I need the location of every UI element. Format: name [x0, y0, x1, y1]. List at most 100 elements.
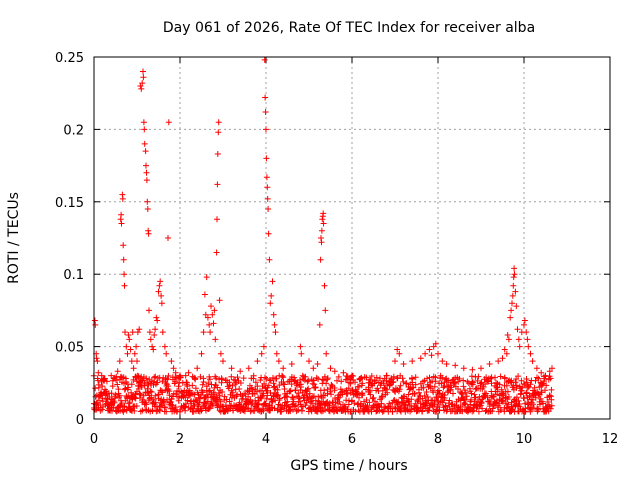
x-tick-label: 10 — [516, 432, 533, 447]
data-point — [468, 390, 475, 397]
data-point — [272, 329, 279, 336]
data-point — [266, 256, 273, 263]
data-point — [297, 398, 304, 405]
data-point — [130, 365, 137, 372]
data-point — [165, 119, 172, 126]
data-point — [441, 392, 448, 399]
y-tick-label: 0.15 — [55, 196, 84, 211]
data-point — [182, 400, 189, 407]
data-point — [505, 401, 512, 408]
data-point — [518, 377, 525, 384]
data-point — [295, 406, 302, 413]
data-point — [345, 385, 352, 392]
data-point — [133, 403, 140, 409]
data-point — [408, 396, 415, 403]
data-point — [167, 398, 174, 405]
data-point — [460, 377, 467, 384]
data-point — [194, 365, 201, 372]
data-point — [368, 381, 375, 388]
data-point — [146, 329, 153, 336]
data-point — [168, 401, 175, 408]
data-point — [118, 401, 125, 408]
data-point — [513, 394, 520, 401]
data-point — [468, 396, 475, 403]
data-point — [149, 343, 156, 350]
data-point — [399, 375, 406, 382]
data-point — [532, 394, 539, 401]
data-point — [209, 402, 216, 409]
data-point — [383, 372, 390, 379]
data-point — [138, 384, 145, 390]
data-point — [351, 400, 358, 407]
data-point — [260, 343, 267, 350]
data-point — [95, 381, 102, 388]
data-point — [494, 404, 501, 411]
data-point — [409, 384, 416, 391]
data-point — [123, 343, 130, 350]
data-point — [177, 372, 183, 379]
data-point — [184, 383, 191, 390]
data-point — [217, 398, 224, 405]
data-point — [184, 397, 191, 404]
data-point — [268, 404, 275, 411]
data-point — [475, 408, 482, 415]
data-point — [237, 368, 244, 375]
data-point — [423, 389, 430, 395]
data-point — [477, 380, 484, 387]
data-point — [414, 397, 421, 404]
data-point — [318, 408, 325, 415]
data-point — [138, 85, 145, 92]
data-point — [374, 385, 381, 392]
data-point — [270, 311, 277, 318]
data-point — [111, 399, 118, 406]
data-point — [513, 303, 520, 310]
data-point — [114, 368, 121, 375]
data-point — [199, 381, 206, 388]
data-point — [542, 387, 548, 394]
data-point — [212, 336, 219, 343]
data-point — [170, 365, 177, 372]
data-point — [151, 332, 158, 338]
data-point — [515, 373, 522, 380]
data-point — [164, 376, 171, 382]
x-axis-label: GPS time / hours — [290, 458, 407, 474]
data-point — [109, 383, 116, 390]
data-point — [328, 382, 335, 388]
data-point — [400, 361, 407, 367]
data-point — [264, 184, 271, 191]
data-point — [262, 374, 268, 381]
data-point — [189, 382, 196, 389]
data-point — [412, 374, 419, 381]
data-point — [503, 382, 510, 389]
data-point — [254, 358, 261, 365]
data-point — [213, 249, 220, 256]
data-point — [460, 383, 467, 390]
data-point — [248, 401, 255, 408]
data-point — [499, 355, 506, 362]
data-point — [230, 407, 236, 414]
data-point — [538, 389, 545, 396]
data-point — [294, 382, 301, 389]
data-point — [305, 385, 312, 392]
data-point — [153, 314, 160, 321]
data-point — [475, 373, 482, 380]
data-point — [271, 383, 278, 390]
data-point — [95, 369, 102, 376]
data-point — [143, 162, 149, 169]
data-point — [403, 380, 410, 387]
data-point — [213, 375, 220, 382]
data-point — [373, 408, 380, 415]
data-point — [513, 382, 520, 389]
data-point — [263, 126, 269, 133]
data-point — [367, 391, 374, 398]
data-point — [141, 380, 148, 387]
data-point — [152, 326, 159, 333]
data-point — [226, 382, 233, 389]
data-point — [228, 365, 235, 372]
data-point — [489, 408, 496, 415]
data-point — [399, 399, 406, 405]
data-point — [521, 321, 527, 328]
data-point — [217, 350, 224, 357]
data-point — [460, 365, 467, 372]
data-point — [456, 375, 463, 382]
